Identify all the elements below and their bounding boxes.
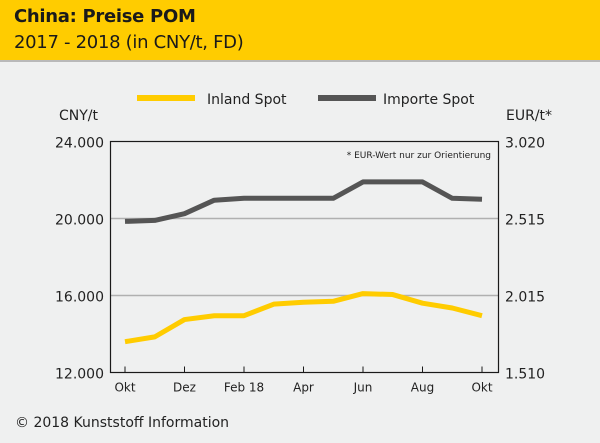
x-tick-label: Aug	[411, 381, 434, 395]
y-tick-label-right: 1.510	[505, 367, 545, 383]
y-tick-label-left: 12.000	[55, 367, 104, 383]
chart-title: China: Preise POM	[14, 6, 196, 27]
legend-label-importe: Importe Spot	[383, 92, 475, 108]
eur-note: * EUR-Wert nur zur Orientierung	[347, 151, 491, 161]
y-tick-label-right: 2.515	[505, 213, 545, 229]
x-tick-label: Dez	[173, 381, 196, 395]
legend: Inland Spot Importe Spot	[137, 92, 475, 108]
y-ticks-right: 1.510 2.015 2.515 3.020	[505, 136, 545, 383]
x-tick-label: Feb 18	[224, 381, 264, 395]
x-tick-label: Okt	[471, 381, 492, 395]
copyright-footer: © 2018 Kunststoff Information	[15, 415, 230, 431]
legend-label-inland: Inland Spot	[207, 92, 287, 108]
x-tick-label: Okt	[114, 381, 135, 395]
y-tick-label-left: 20.000	[55, 213, 104, 229]
chart-header: China: Preise POM 2017 - 2018 (in CNY/t,…	[0, 0, 600, 62]
legend-swatch-inland	[137, 95, 195, 101]
chart-subtitle: 2017 - 2018 (in CNY/t, FD)	[14, 32, 244, 53]
y-tick-label-right: 2.015	[505, 290, 545, 306]
series-line-inland	[124, 291, 483, 345]
x-tick-label: Jun	[353, 381, 373, 395]
series-line-importe	[124, 179, 483, 224]
legend-swatch-importe	[318, 95, 376, 101]
plot-frame	[109, 140, 500, 374]
y-axis-label-left: CNY/t	[59, 108, 99, 124]
y-tick-label-left: 24.000	[55, 136, 104, 152]
y-ticks-left: 12.000 16.000 20.000 24.000	[55, 136, 104, 383]
series-lines	[124, 179, 483, 345]
gridlines	[110, 217, 499, 297]
x-tick-label: Apr	[293, 381, 314, 395]
y-axis-label-right: EUR/t*	[506, 108, 552, 124]
y-tick-label-right: 3.020	[505, 136, 545, 152]
y-tick-label-left: 16.000	[55, 290, 104, 306]
x-ticks: Okt Dez Feb 18 Apr Jun Aug Okt	[114, 366, 493, 395]
